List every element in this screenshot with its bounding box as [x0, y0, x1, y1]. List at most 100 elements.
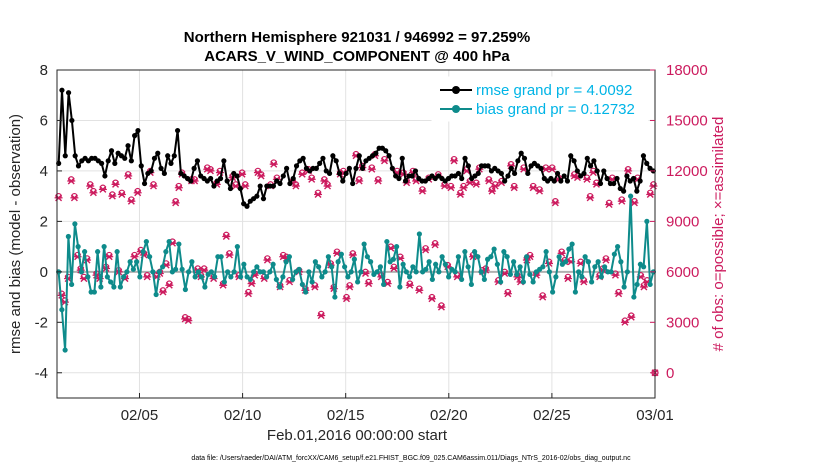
rmse-point	[132, 133, 138, 139]
bias-point	[429, 276, 435, 283]
obs-assimilated-point	[70, 194, 79, 202]
bias-point	[608, 269, 614, 275]
bias-point	[550, 289, 556, 295]
rmse-point	[158, 165, 164, 171]
bias-point	[416, 231, 422, 237]
obs-assimilated-point	[89, 189, 98, 197]
rmse-point	[515, 158, 521, 164]
bias-point	[634, 281, 640, 288]
bias-point	[569, 241, 575, 247]
obs-assimilated-point	[472, 180, 481, 188]
bias-point	[468, 281, 474, 288]
bias-point	[618, 259, 624, 265]
bias-point	[65, 233, 71, 240]
obs-assimilated-point	[421, 246, 430, 254]
obs-assimilated-point	[257, 172, 266, 180]
obs-assimilated-point	[538, 293, 547, 301]
bias-point	[524, 254, 530, 260]
bias-point	[563, 259, 569, 265]
bias-point	[621, 284, 627, 290]
bias-point	[452, 269, 458, 275]
bias-point	[251, 269, 257, 275]
rmse-point	[135, 127, 141, 134]
rmse-point	[564, 178, 571, 184]
bias-point	[598, 274, 604, 280]
bias-point	[286, 254, 292, 260]
obs-assimilated-point	[231, 182, 240, 190]
obs-assimilated-point	[548, 165, 557, 173]
obs-assimilated-point	[614, 290, 623, 298]
obs-assimilated-point	[418, 187, 427, 195]
obs-assimilated-point	[298, 170, 307, 178]
bias-point	[238, 274, 244, 280]
rmse-point	[554, 170, 561, 177]
bias-point	[283, 259, 289, 265]
bias-point	[312, 259, 318, 265]
bias-point	[296, 266, 302, 272]
left-tick-label: -2	[35, 314, 48, 331]
rmse-point	[99, 160, 105, 166]
rmse-point	[356, 153, 362, 159]
rmse-point	[386, 153, 392, 159]
obs-assimilated-point	[374, 177, 383, 185]
rmse-point	[151, 155, 158, 161]
rmse-point	[260, 196, 267, 202]
left-tick-label: 6	[40, 112, 48, 129]
bias-point	[394, 244, 400, 250]
obs-assimilated-point	[111, 180, 120, 188]
bias-point	[98, 284, 104, 290]
obs-assimilated-point	[314, 190, 323, 198]
obs-assimilated-point	[484, 177, 493, 185]
bias-point	[553, 274, 559, 280]
bias-point	[436, 269, 442, 275]
bias-point	[260, 269, 266, 275]
bias-point	[381, 281, 387, 288]
obs-assimilated-point	[586, 194, 595, 202]
rmse-point	[125, 143, 131, 149]
bias-point	[507, 271, 513, 277]
rmse-point	[525, 170, 531, 177]
bias-point	[602, 264, 608, 270]
bias-point	[95, 249, 101, 255]
bias-point	[446, 274, 452, 280]
bias-point	[368, 259, 374, 265]
obs-assimilated-point	[624, 167, 633, 175]
rmse-point	[475, 170, 481, 177]
obs-assimilated-point	[342, 295, 351, 303]
obs-assimilated-point	[174, 184, 183, 192]
obs-assimilated-point	[405, 281, 414, 289]
x-tick-label: 02/20	[430, 407, 468, 424]
obs-assimilated-point	[563, 275, 572, 283]
bias-point	[345, 274, 351, 280]
obs-assimilated-point	[503, 290, 512, 298]
obs-assimilated-point	[143, 273, 152, 281]
bias-point	[478, 269, 484, 275]
bias-point	[644, 218, 650, 224]
rmse-series	[56, 87, 656, 209]
bias-series	[56, 193, 656, 353]
bias-point	[488, 254, 494, 260]
bias-point	[124, 269, 130, 275]
rmse-point	[399, 155, 405, 161]
obs-assimilated-point	[579, 278, 588, 286]
x-tick-label: 02/25	[533, 407, 571, 424]
obs-assimilated-point	[149, 182, 158, 190]
rmse-point	[343, 170, 349, 177]
bias-point	[82, 249, 88, 255]
right-axis-label: # of obs: o=possible; ×=assimilated	[710, 117, 727, 352]
bias-point	[108, 279, 114, 285]
rmse-point	[558, 178, 564, 184]
bias-point	[364, 254, 370, 260]
rmse-point	[383, 148, 389, 154]
obs-assimilated-point	[582, 175, 591, 183]
obs-assimilated-point	[127, 197, 136, 205]
bias-point	[514, 271, 520, 277]
rmse-point	[604, 175, 610, 182]
rmse-point	[412, 168, 419, 174]
bias-point	[150, 269, 156, 275]
right-tick-label: 0	[666, 365, 674, 382]
x-tick-label: 02/15	[327, 407, 365, 424]
bias-point	[234, 244, 240, 250]
bias-point	[423, 266, 429, 272]
